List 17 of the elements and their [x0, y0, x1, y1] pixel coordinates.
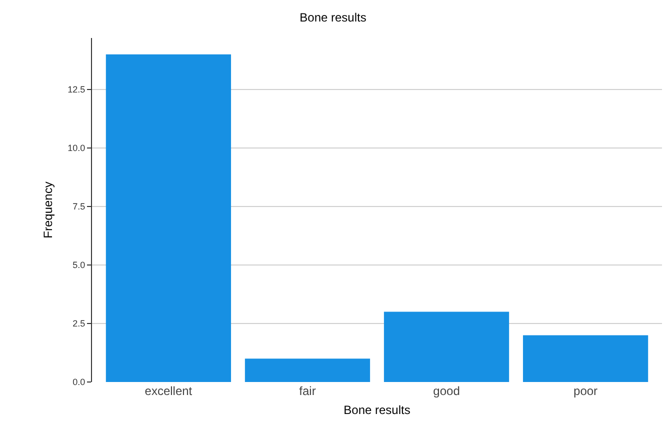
bar	[522, 335, 648, 382]
y-tick-label: 2.5	[72, 318, 86, 329]
x-tick-label: good	[433, 384, 460, 398]
x-tick-label: fair	[299, 384, 316, 398]
chart-title: Bone results	[300, 10, 366, 24]
x-tick-label: poor	[574, 384, 598, 398]
y-tick-label: 10.0	[68, 143, 86, 154]
bar	[106, 54, 232, 382]
y-tick-label: 5.0	[72, 260, 86, 270]
y-tick-label: 0.0	[72, 377, 86, 388]
x-axis-title: Bone results	[344, 402, 410, 417]
y-tick-label: 12.5	[68, 84, 86, 95]
bar	[384, 312, 510, 382]
bar	[244, 358, 370, 382]
y-tick-label: 7.5	[72, 202, 86, 212]
y-axis-title: Frequency	[40, 182, 55, 238]
x-tick-label: excellent	[144, 384, 193, 398]
